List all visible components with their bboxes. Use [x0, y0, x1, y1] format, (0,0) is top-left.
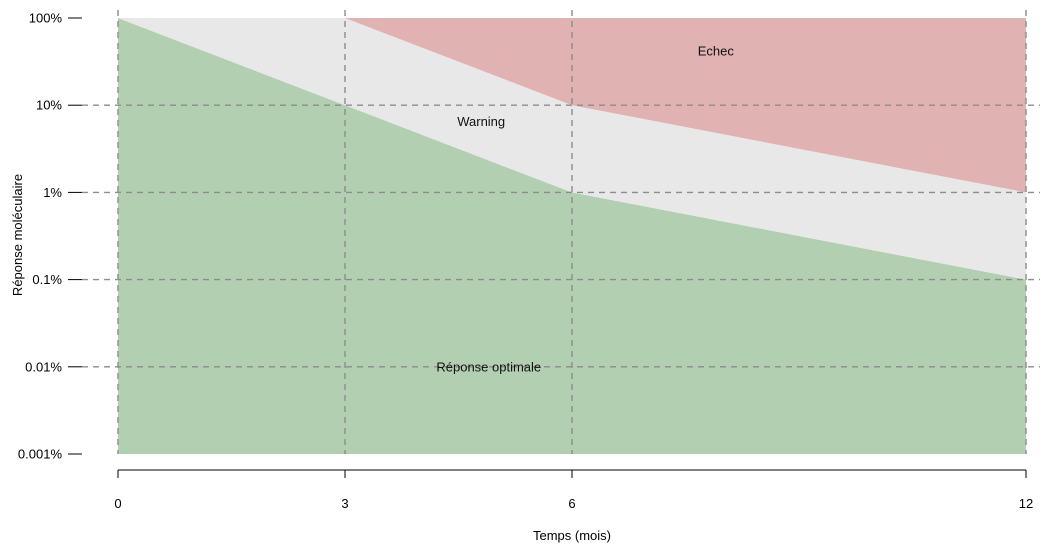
zone-echec: [345, 18, 1026, 193]
zone-label-warning: Warning: [457, 114, 505, 129]
y-axis-title: Réponse moléculaire: [10, 174, 25, 296]
zone-warning: [118, 18, 1026, 280]
x-tick-label-1: 3: [341, 496, 348, 511]
x-axis-title: Temps (mois): [533, 528, 611, 543]
zone-label-echec: Echec: [698, 43, 735, 58]
y-tick-label-3: 1%: [43, 185, 62, 200]
labels-layer: Réponse optimale Warning Echec: [436, 43, 734, 374]
zone-label-reponse-optimale: Réponse optimale: [436, 359, 541, 374]
x-tick-label-0: 0: [114, 496, 121, 511]
y-tick-label-1: 0.01%: [25, 359, 62, 374]
y-tick-label-2: 0.1%: [32, 272, 62, 287]
y-tick-label-0: 0.001%: [18, 447, 63, 462]
axes-layer: 0.001% 0.01% 0.1% 1% 10% 100% 0 3 6 12: [18, 11, 1033, 512]
y-tick-label-4: 10%: [36, 98, 62, 113]
x-tick-label-3: 12: [1019, 496, 1033, 511]
grid-layer: [82, 10, 1040, 454]
y-tick-label-5: 100%: [29, 11, 63, 26]
x-tick-label-2: 6: [568, 496, 575, 511]
